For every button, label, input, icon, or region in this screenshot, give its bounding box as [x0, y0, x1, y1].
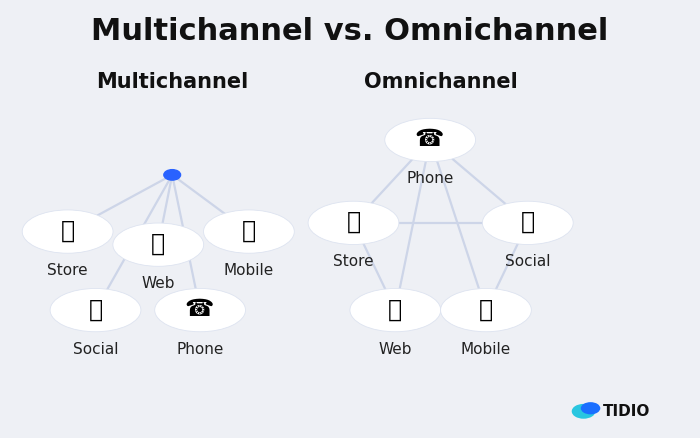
Circle shape: [164, 170, 181, 181]
Text: Multichannel vs. Omnichannel: Multichannel vs. Omnichannel: [91, 18, 609, 46]
Text: Store: Store: [48, 262, 88, 277]
Text: 🏢: 🏢: [346, 210, 360, 233]
Ellipse shape: [482, 202, 573, 245]
Ellipse shape: [385, 119, 475, 162]
Text: Social: Social: [505, 254, 550, 268]
Ellipse shape: [22, 211, 113, 254]
Text: Phone: Phone: [176, 341, 224, 356]
Text: Multichannel: Multichannel: [96, 72, 248, 92]
Text: Web: Web: [141, 276, 175, 290]
Ellipse shape: [308, 202, 399, 245]
Text: Social: Social: [73, 341, 118, 356]
Ellipse shape: [50, 289, 141, 332]
Text: 🌐: 🌐: [389, 297, 402, 321]
Ellipse shape: [155, 289, 246, 332]
Text: 📱: 📱: [479, 297, 493, 321]
Ellipse shape: [440, 289, 531, 332]
Text: 👍: 👍: [88, 297, 103, 321]
Ellipse shape: [113, 223, 204, 267]
Ellipse shape: [581, 402, 601, 414]
Text: 👍: 👍: [521, 210, 535, 233]
Text: Mobile: Mobile: [224, 262, 274, 277]
Text: Mobile: Mobile: [461, 341, 511, 356]
Text: 🏢: 🏢: [61, 219, 75, 242]
Ellipse shape: [350, 289, 441, 332]
Text: Web: Web: [379, 341, 412, 356]
Text: 📱: 📱: [241, 219, 256, 242]
Text: TIDIO: TIDIO: [603, 403, 650, 418]
Text: Store: Store: [333, 254, 374, 268]
Text: Omnichannel: Omnichannel: [364, 72, 517, 92]
Text: ☎️: ☎️: [416, 127, 445, 151]
Text: Phone: Phone: [407, 171, 454, 186]
Text: ☎️: ☎️: [186, 297, 215, 321]
Text: 🌐: 🌐: [151, 231, 165, 255]
Ellipse shape: [572, 404, 596, 419]
Ellipse shape: [204, 211, 294, 254]
